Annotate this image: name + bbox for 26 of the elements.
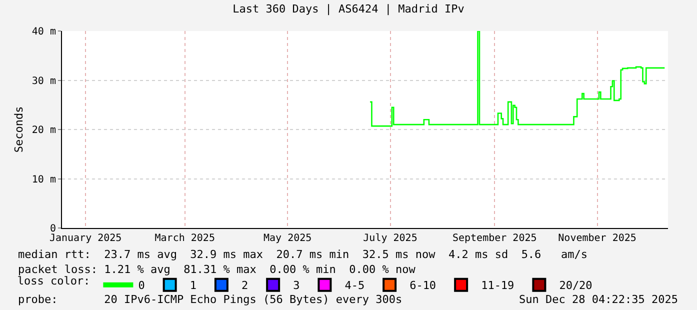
y-tick-label: 20 m xyxy=(32,125,56,136)
legend-label: 2 xyxy=(241,279,248,292)
x-tick-label: March 2025 xyxy=(154,233,215,244)
y-axis-title: Seconds xyxy=(12,106,26,153)
x-tick-label: January 2025 xyxy=(49,233,122,244)
y-tick-label: 30 m xyxy=(32,76,56,87)
legend-label: 3 xyxy=(293,279,300,292)
legend-label: 6-10 xyxy=(410,279,436,292)
x-tick-label: September 2025 xyxy=(452,233,537,244)
legend-label: 11-19 xyxy=(481,279,514,292)
x-tick-label: November 2025 xyxy=(558,233,636,244)
legend-title: loss color: xyxy=(17,274,90,288)
y-tick-label: 0 xyxy=(50,224,56,234)
text: packet loss: 1.21 % avg 81.31 % max 0.00 % min 0.00 % now xyxy=(18,263,416,276)
x-tick-label: May 2025 xyxy=(263,233,312,244)
legend-label: 20/20 xyxy=(559,279,592,292)
y-tick-label: 40 m xyxy=(32,26,56,38)
legend-label: 0 xyxy=(138,279,145,292)
legend-label: 4-5 xyxy=(344,279,365,292)
y-tick-label: 10 m xyxy=(32,174,56,186)
legend-label: 1 xyxy=(190,279,196,292)
x-tick-label: July 2025 xyxy=(363,233,418,244)
chart-title: Last 360 Days | AS6424 | Madrid IPv xyxy=(232,2,465,16)
text: median rtt: 23.7 ms avg 32.9 ms max 20.7 ms min 32.5 ms now 4.2 ms sd 5.6 am/s xyxy=(18,248,588,261)
text: Sun Dec 28 04:22:35 2025 xyxy=(519,293,678,306)
text: probe: 20 IPv6-ICMP Echo Pings (56 Bytes) every 300s xyxy=(18,293,402,306)
